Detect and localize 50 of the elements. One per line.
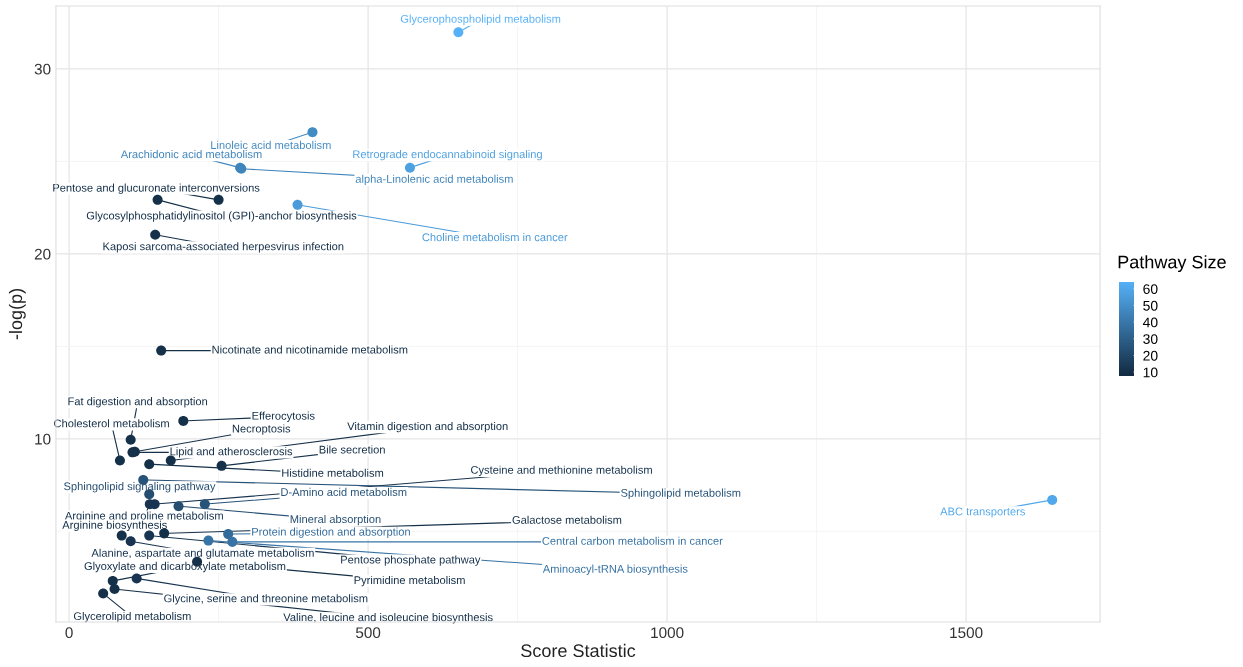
y-tick-label: 10 <box>35 433 51 445</box>
annotation: Glycerolipid metabolism <box>73 611 191 623</box>
x-tick-label: 1000 <box>651 627 684 639</box>
y-tick-label: 30 <box>34 63 51 75</box>
x-tick-label: 1500 <box>950 627 983 639</box>
annotation: Bile secretion <box>319 445 385 454</box>
annotation: Glycerophospholipid metabolism <box>400 14 561 25</box>
annotation: Lipid and atherosclerosis <box>170 447 293 458</box>
color-bar-label: 40 <box>1142 317 1158 328</box>
annotation: Pyrimidine metabolism <box>354 575 465 587</box>
color-bar-label: 30 <box>1143 334 1158 345</box>
annotation: Arachidonic acid metabolism <box>120 149 262 159</box>
annotation: Pentose and glucuronate interconversions <box>53 183 260 194</box>
annotation: Glycosylphosphatidylinositol (GPI)-anchor biosynthesis <box>86 211 357 222</box>
color-bar-label: 10 <box>1143 367 1158 378</box>
annotation: Pentose phosphate pathway <box>341 555 481 566</box>
annotation: ABC transporters <box>940 507 1025 518</box>
annotation: Nicotinate and nicotinamide metabolism <box>212 345 408 354</box>
annotation: D-Amino acid metabolism <box>281 487 407 497</box>
color-bar-label: 50 <box>1143 300 1158 311</box>
x-tick-label: 500 <box>355 627 381 639</box>
x-axis-title: Score Statistic <box>521 643 636 658</box>
annotation: Kaposi sarcoma-associated herpesvirus infection <box>103 242 344 253</box>
annotation: Fat digestion and absorption <box>68 397 208 408</box>
annotation: alpha-Linolenic acid metabolism <box>355 174 513 186</box>
annotation: Central carbon metabolism in cancer <box>542 536 723 545</box>
y-tick-label: 20 <box>34 248 51 260</box>
annotation: Cysteine and methionine metabolism <box>471 465 652 476</box>
color-bar-label: 60 <box>1143 284 1158 294</box>
y-axis-title: -log(p) <box>8 289 26 340</box>
annotation: Vitamin digestion and absorption <box>347 421 508 433</box>
annotation: Protein digestion and absorption <box>252 527 410 538</box>
annotation: Aminoacyl-tRNA biosynthesis <box>542 564 688 575</box>
annotation: Efferocytosis <box>252 411 315 422</box>
annotation: Sphingolipid metabolism <box>621 488 741 499</box>
annotation: Arginine biosynthesis <box>62 520 167 532</box>
annotation: Linoleic acid metabolism <box>211 140 331 150</box>
annotation: Glycine, serine and threonine metabolism <box>164 594 368 605</box>
annotation: Mineral absorption <box>290 514 381 526</box>
color-bar-title: Pathway Size <box>1118 255 1226 272</box>
annotation: Valine, leucine and isoleucine biosynthesis <box>283 613 493 624</box>
annotation: Alanine, aspartate and glutamate metabolism <box>91 548 314 560</box>
annotation: Galactose metabolism <box>512 515 622 524</box>
annotation: Retrograde endocannabinoid signaling <box>353 149 542 161</box>
annotation: Histidine metabolism <box>282 468 384 477</box>
annotation: Necroptosis <box>232 424 291 435</box>
color-bar-label: 20 <box>1143 350 1158 361</box>
annotation: Cholesterol metabolism <box>54 419 169 428</box>
annotation: Choline metabolism in cancer <box>422 233 568 242</box>
x-tick-label: 0 <box>65 627 73 639</box>
